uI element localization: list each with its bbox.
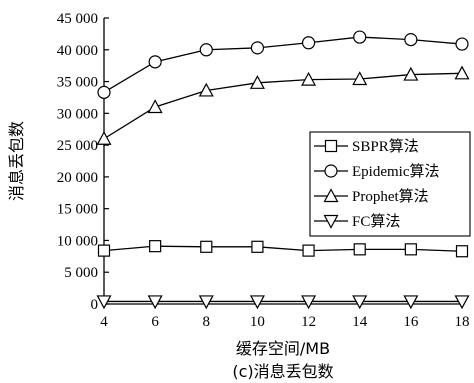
data-point: [454, 65, 470, 80]
legend-marker: [323, 188, 339, 203]
y-tick-label: 30 000: [57, 106, 98, 122]
y-tick-label: 15 000: [57, 202, 98, 218]
y-tick-label: 25 000: [57, 138, 98, 154]
data-point: [301, 36, 316, 50]
series-1: [97, 240, 469, 258]
legend-label: SBPR算法: [352, 137, 419, 155]
legend-label: FC算法: [352, 212, 400, 230]
data-point: [96, 130, 112, 145]
data-point: [97, 244, 111, 257]
y-tick-label: 10 000: [57, 233, 98, 249]
data-point: [249, 295, 265, 310]
data-point: [353, 243, 366, 256]
series-line: [103, 245, 463, 252]
data-point: [404, 33, 418, 47]
chart-ticks: 0 5 000 10 000 15 000 20 000 25 000 30 000 35 0…: [57, 11, 470, 330]
x-tick-label: 18: [455, 314, 470, 330]
data-point: [147, 99, 163, 114]
x-tick-label: 10: [250, 314, 265, 330]
data-point: [198, 82, 214, 97]
x-tick-label: 6: [151, 314, 159, 330]
data-point: [97, 85, 111, 99]
legend: SBPR算法 Epidemic算法 Prophet算法 FC算法: [309, 131, 471, 237]
data-point: [199, 43, 213, 57]
data-point: [148, 55, 162, 69]
x-axis-title: 缓存空间/MB: [236, 339, 330, 358]
data-point: [198, 295, 214, 310]
data-point: [455, 245, 469, 258]
series-4: [96, 295, 470, 310]
data-point: [403, 66, 419, 81]
x-tick-label: 8: [203, 314, 211, 330]
data-point: [251, 240, 264, 253]
data-point: [454, 295, 470, 310]
legend-label: Epidemic算法: [352, 162, 439, 180]
y-tick-label: 40 000: [57, 43, 98, 59]
x-tick-label: 12: [301, 314, 316, 330]
y-tick-label: 5 000: [64, 265, 98, 281]
data-point: [352, 71, 368, 86]
series-line: [103, 36, 463, 93]
data-point: [353, 30, 367, 44]
data-point: [403, 295, 419, 310]
y-tick-label: 0: [91, 297, 99, 313]
x-tick-label: 14: [352, 314, 368, 330]
data-point: [249, 75, 265, 89]
data-point: [455, 37, 469, 51]
series-2: [97, 30, 469, 99]
x-tick-label: 16: [403, 314, 419, 330]
series-3: [96, 65, 470, 145]
data-point: [302, 244, 315, 257]
chart-caption: (c)消息丢包数: [232, 362, 333, 381]
legend-marker: [324, 164, 338, 178]
data-point: [301, 71, 317, 86]
legend-label: Prophet算法: [352, 187, 429, 205]
legend-marker: [323, 214, 339, 229]
y-tick-label: 45 000: [57, 11, 98, 27]
y-axis-title: 消息丢包数: [7, 121, 26, 201]
data-point: [96, 295, 112, 310]
data-point: [147, 295, 163, 310]
y-tick-label: 35 000: [57, 75, 98, 91]
x-tick-label: 4: [100, 314, 108, 330]
data-point: [301, 295, 317, 310]
chart-series: [96, 30, 470, 310]
series-line: [103, 72, 463, 140]
data-point: [352, 295, 368, 310]
data-point: [404, 243, 417, 256]
data-point: [200, 240, 213, 253]
data-point: [250, 41, 265, 55]
legend-marker: [324, 139, 338, 153]
data-point: [149, 240, 162, 253]
y-tick-label: 20 000: [57, 170, 98, 186]
